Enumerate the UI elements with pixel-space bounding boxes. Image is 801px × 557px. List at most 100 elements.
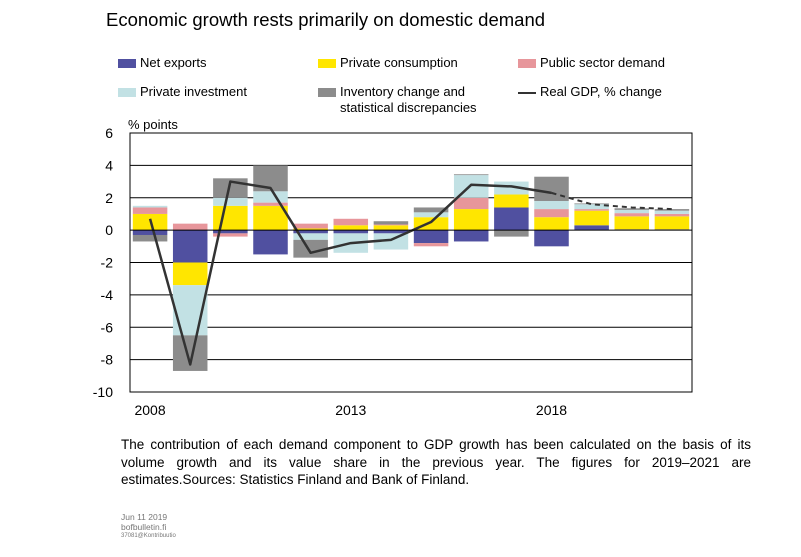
legend-label-private-consumption: Private consumption bbox=[340, 55, 458, 70]
bar-segment-0-9 bbox=[494, 207, 529, 231]
bar-segment-0-5 bbox=[333, 230, 369, 234]
bar-segment-2-3 bbox=[253, 202, 288, 206]
bar-segment-2-0 bbox=[132, 207, 168, 214]
legend-item-private-consumption: Private consumption bbox=[318, 55, 458, 71]
y-tick-label: -6 bbox=[101, 319, 114, 335]
gdp-line-estimate bbox=[551, 191, 672, 211]
bar-segment-2-6 bbox=[373, 224, 409, 226]
bar-segment-3-7 bbox=[413, 212, 449, 218]
bar-segment-3-2 bbox=[213, 197, 248, 206]
legend-swatch-inventory-change bbox=[318, 88, 336, 97]
plot-frame bbox=[129, 132, 693, 393]
y-tick-label: 0 bbox=[105, 222, 113, 238]
footer: Jun 11 2019 bofbulletin.fi 37081@Kontrib… bbox=[121, 512, 176, 540]
bar-segment-0-7 bbox=[413, 230, 449, 244]
footer-date: Jun 11 2019 bbox=[121, 512, 168, 522]
legend-item-private-investment: Private investment bbox=[118, 84, 247, 100]
legend-item-inventory-change: Inventory change and statistical discrep… bbox=[318, 84, 477, 116]
x-tick-label: 2018 bbox=[536, 402, 567, 418]
bar-segment-4-9 bbox=[494, 230, 529, 237]
bar-segment-1-5 bbox=[333, 225, 369, 231]
legend-label-net-exports: Net exports bbox=[140, 55, 207, 70]
y-tick-label: -4 bbox=[101, 287, 114, 303]
y-tick-label: 4 bbox=[105, 157, 113, 173]
chart-title: Economic growth rests primarily on domes… bbox=[106, 9, 546, 30]
bar-segment-3-3 bbox=[253, 191, 288, 203]
bar-segment-2-1 bbox=[172, 223, 208, 231]
bar-segment-4-8 bbox=[453, 174, 489, 176]
bar-segment-0-8 bbox=[453, 230, 489, 242]
legend-label-inventory-line2: statistical discrepancies bbox=[340, 100, 477, 115]
legend-label-real-gdp: Real GDP, % change bbox=[540, 84, 662, 99]
bar-segment-2-11 bbox=[574, 209, 609, 211]
legend-item-public-sector-demand: Public sector demand bbox=[518, 55, 665, 71]
bar-segment-1-8 bbox=[453, 209, 489, 231]
bar-segment-0-2 bbox=[213, 230, 248, 234]
bar-segment-3-10 bbox=[534, 200, 569, 210]
chart-note: The contribution of each demand componen… bbox=[121, 437, 751, 487]
legend-swatch-private-consumption bbox=[318, 59, 336, 68]
bar-segment-4-6 bbox=[373, 221, 409, 225]
bar-segment-2-10 bbox=[534, 209, 569, 218]
bar-segment-1-12 bbox=[614, 216, 650, 230]
x-tick-label: 2008 bbox=[134, 402, 165, 418]
y-tick-label: -8 bbox=[101, 352, 114, 368]
bar-segment-4-4 bbox=[293, 239, 328, 258]
bar-segment-1-9 bbox=[494, 194, 529, 208]
bar-segment-2-13 bbox=[654, 213, 690, 217]
bar-segment-1-6 bbox=[373, 225, 409, 231]
bar-segment-1-3 bbox=[253, 205, 288, 231]
bar-segment-0-1 bbox=[172, 230, 208, 263]
bar-segment-2-7 bbox=[413, 243, 449, 247]
legend-line-real-gdp bbox=[518, 92, 536, 94]
bar-segment-4-0 bbox=[132, 234, 168, 242]
legend-swatch-net-exports bbox=[118, 59, 136, 68]
bar-segment-1-1 bbox=[172, 262, 208, 286]
y-axis-label: % points bbox=[128, 117, 178, 132]
bar-segment-2-8 bbox=[453, 197, 489, 210]
bar-segment-1-13 bbox=[654, 216, 690, 230]
bar-segment-1-11 bbox=[574, 210, 609, 226]
bar-segment-4-10 bbox=[534, 176, 569, 201]
bar-segment-3-12 bbox=[614, 209, 650, 214]
legend-label-private-investment: Private investment bbox=[140, 84, 247, 99]
legend-label-inventory-line1: Inventory change and bbox=[340, 84, 466, 99]
bar-segment-3-13 bbox=[654, 210, 690, 214]
legend-item-real-gdp: Real GDP, % change bbox=[518, 84, 662, 100]
bar-segment-2-5 bbox=[333, 218, 369, 226]
bar-segment-2-2 bbox=[213, 233, 248, 237]
legend-label-public-sector-demand: Public sector demand bbox=[540, 55, 666, 70]
bar-segment-4-13 bbox=[654, 209, 690, 211]
legend: Net exports Private consumption Public s… bbox=[0, 0, 801, 120]
bar-segment-1-2 bbox=[213, 205, 248, 231]
bar-segment-3-9 bbox=[494, 181, 529, 195]
x-tick-label: 2013 bbox=[335, 402, 366, 418]
bar-segment-1-10 bbox=[534, 217, 569, 231]
y-tick-label: -2 bbox=[101, 255, 114, 271]
legend-swatch-public-sector-demand bbox=[518, 59, 536, 68]
y-tick-label: 6 bbox=[105, 125, 113, 141]
bar-segment-4-12 bbox=[614, 208, 650, 210]
bar-segment-4-11 bbox=[574, 203, 609, 205]
y-tick-label: -10 bbox=[93, 384, 113, 400]
bar-segment-2-4 bbox=[293, 223, 328, 229]
footer-code: 37081@Kontribuutio bbox=[121, 533, 176, 539]
bar-segment-0-4 bbox=[293, 230, 328, 234]
footer-site: bofbulletin.fi bbox=[121, 522, 167, 532]
legend-swatch-private-investment bbox=[118, 88, 136, 97]
bar-segment-3-6 bbox=[373, 233, 409, 250]
bar-segment-3-11 bbox=[574, 204, 609, 210]
bar-segment-0-3 bbox=[253, 230, 288, 255]
bar-segment-3-4 bbox=[293, 233, 328, 240]
bar-segment-3-0 bbox=[132, 205, 168, 208]
bar-segment-0-0 bbox=[132, 230, 168, 235]
bar-segment-2-12 bbox=[614, 213, 650, 217]
legend-item-net-exports: Net exports bbox=[118, 55, 206, 71]
bar-segment-1-4 bbox=[293, 228, 328, 231]
bar-segment-4-7 bbox=[413, 207, 449, 213]
y-tick-label: 2 bbox=[105, 190, 113, 206]
bar-segment-0-11 bbox=[574, 225, 609, 231]
bar-segment-0-6 bbox=[373, 230, 409, 234]
bar-segment-0-10 bbox=[534, 230, 569, 247]
chart-plot: % points 6 4 2 0 -2 -4 -6 -8 -10 2008 2013 2018 bbox=[93, 117, 693, 418]
